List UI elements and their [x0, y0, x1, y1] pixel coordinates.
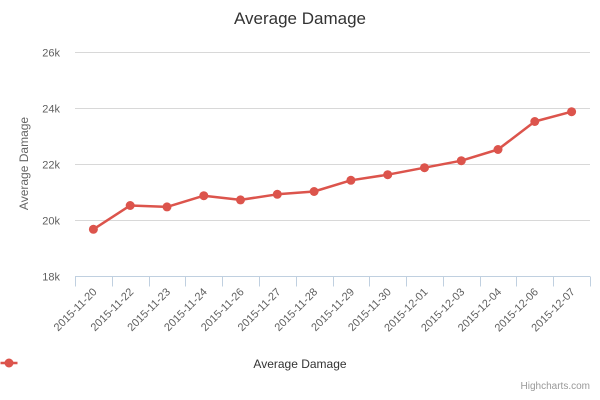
y-axis-tick-label: 26k: [42, 48, 60, 60]
legend-label: Average Damage: [253, 357, 347, 371]
data-point[interactable]: [88, 224, 98, 234]
legend-line-marker-icon: [0, 358, 18, 368]
data-point[interactable]: [309, 187, 319, 196]
series-line: [92, 110, 573, 231]
highcharts-credits-link[interactable]: Highcharts.com: [520, 381, 590, 392]
data-point[interactable]: [162, 202, 172, 212]
data-point[interactable]: [456, 156, 466, 166]
data-point[interactable]: [236, 195, 245, 205]
data-point[interactable]: [346, 175, 356, 185]
legend-item-average-damage[interactable]: Average Damage: [0, 357, 347, 371]
y-axis-tick-label: 24k: [42, 104, 60, 116]
data-point[interactable]: [383, 170, 393, 180]
data-point[interactable]: [125, 201, 135, 210]
y-axis-tick-label: 22k: [42, 160, 60, 172]
data-point[interactable]: [420, 163, 429, 173]
chart-title: Average Damage: [234, 9, 366, 28]
data-point[interactable]: [567, 107, 577, 117]
data-point[interactable]: [272, 189, 282, 199]
data-point[interactable]: [199, 191, 209, 201]
data-point[interactable]: [530, 117, 540, 126]
y-axis-tick-label: 20k: [42, 216, 60, 228]
data-point[interactable]: [493, 145, 503, 154]
y-axis-tick-label: 18k: [42, 272, 60, 284]
legend: Average Damage: [0, 357, 600, 371]
y-axis-title: Average Damage: [17, 117, 31, 210]
